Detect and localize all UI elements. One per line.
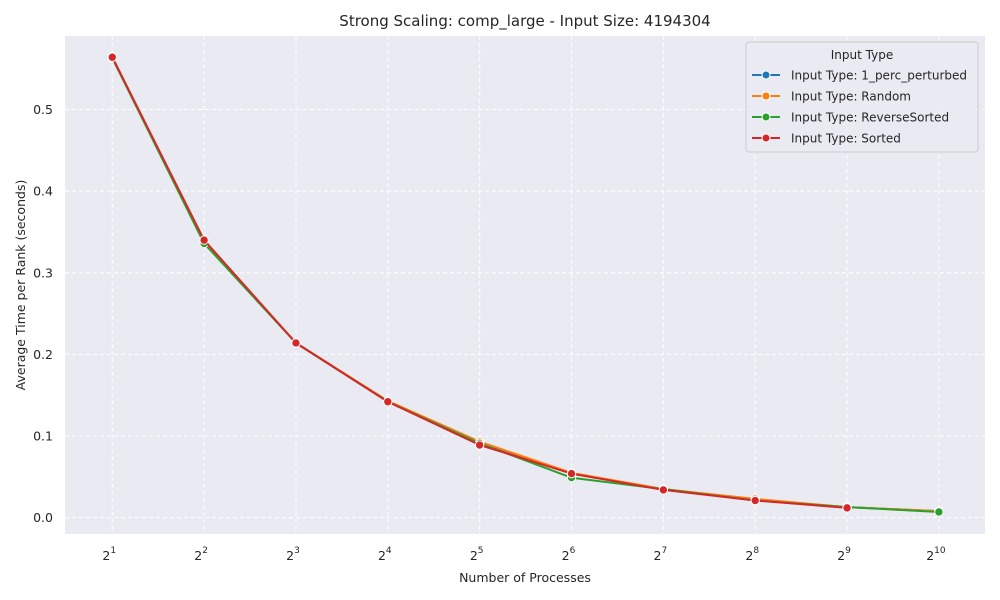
data-point <box>474 440 485 450</box>
y-tick-label: 0.0 <box>33 510 53 525</box>
x-tick-label: 28 <box>745 546 759 563</box>
legend-swatch-marker <box>761 91 771 101</box>
x-tick-exponent: 5 <box>478 546 484 556</box>
legend-label: Input Type: Sorted <box>791 132 901 146</box>
legend-swatch-marker <box>761 70 771 80</box>
legend-label: Input Type: ReverseSorted <box>791 111 949 125</box>
legend-label: Input Type: 1_perc_perturbed <box>791 69 967 83</box>
series-group <box>107 52 852 513</box>
grid <box>65 36 985 534</box>
legend-label: Input Type: Random <box>791 90 911 104</box>
x-tick-exponent: 3 <box>294 546 300 556</box>
series-lines <box>107 52 944 517</box>
x-tick-base: 2 <box>926 548 934 563</box>
x-tick-exponent: 6 <box>570 546 576 556</box>
y-axis-label: Average Time per Rank (seconds) <box>13 180 28 391</box>
x-tick-exponent: 10 <box>934 546 946 556</box>
x-tick-base: 2 <box>378 548 386 563</box>
data-point <box>291 338 301 348</box>
x-axis-label: Number of Processes <box>459 570 591 585</box>
x-tick-exponent: 8 <box>753 546 759 556</box>
x-tick-exponent: 2 <box>202 546 208 556</box>
x-tick-label: 21 <box>102 546 116 563</box>
y-tick-label: 0.4 <box>33 184 53 199</box>
data-point <box>842 503 852 513</box>
y-tick-label: 0.1 <box>33 429 53 444</box>
legend-swatch-marker <box>761 112 771 122</box>
x-tick-label: 29 <box>837 546 851 563</box>
x-tick-label: 23 <box>286 546 300 563</box>
data-point <box>107 52 117 62</box>
x-tick-base: 2 <box>837 548 845 563</box>
x-tick-label: 25 <box>470 546 484 563</box>
y-tick-labels: 0.0 0.1 0.2 0.3 0.4 0.5 <box>33 102 53 525</box>
x-tick-base: 2 <box>470 548 478 563</box>
x-tick-exponent: 4 <box>386 546 392 556</box>
legend-entries: Input Type: 1_perc_perturbed Input Type: … <box>752 69 967 146</box>
chart-title: Strong Scaling: comp_large - Input Size:… <box>339 12 710 31</box>
x-tick-label: 210 <box>926 546 946 563</box>
x-tick-base: 2 <box>102 548 110 563</box>
x-tick-label: 24 <box>378 546 392 563</box>
x-tick-exponent: 7 <box>661 546 667 556</box>
data-point <box>934 507 944 517</box>
x-tick-base: 2 <box>562 548 570 563</box>
x-tick-labels: 21 22 23 24 25 26 27 28 29 210 <box>102 546 945 563</box>
legend: Input Type Input Type: 1_perc_perturbedI… <box>745 41 979 153</box>
x-tick-label: 27 <box>654 546 668 563</box>
y-tick-label: 0.5 <box>33 102 53 117</box>
data-point <box>199 235 209 245</box>
legend-box <box>745 41 979 153</box>
legend-swatch-marker <box>761 133 771 143</box>
x-tick-base: 2 <box>654 548 662 563</box>
data-point <box>750 495 760 506</box>
x-tick-base: 2 <box>286 548 294 563</box>
y-tick-label: 0.3 <box>33 265 53 280</box>
x-tick-label: 26 <box>562 546 576 563</box>
x-tick-exponent: 1 <box>110 546 116 556</box>
data-point <box>383 397 393 407</box>
x-tick-exponent: 9 <box>845 546 851 556</box>
y-tick-label: 0.2 <box>33 347 53 362</box>
x-tick-base: 2 <box>745 548 753 563</box>
x-tick-base: 2 <box>194 548 202 563</box>
data-point <box>566 468 577 479</box>
data-point <box>658 485 669 495</box>
legend-title: Input Type <box>831 48 893 62</box>
x-tick-label: 22 <box>194 546 208 563</box>
